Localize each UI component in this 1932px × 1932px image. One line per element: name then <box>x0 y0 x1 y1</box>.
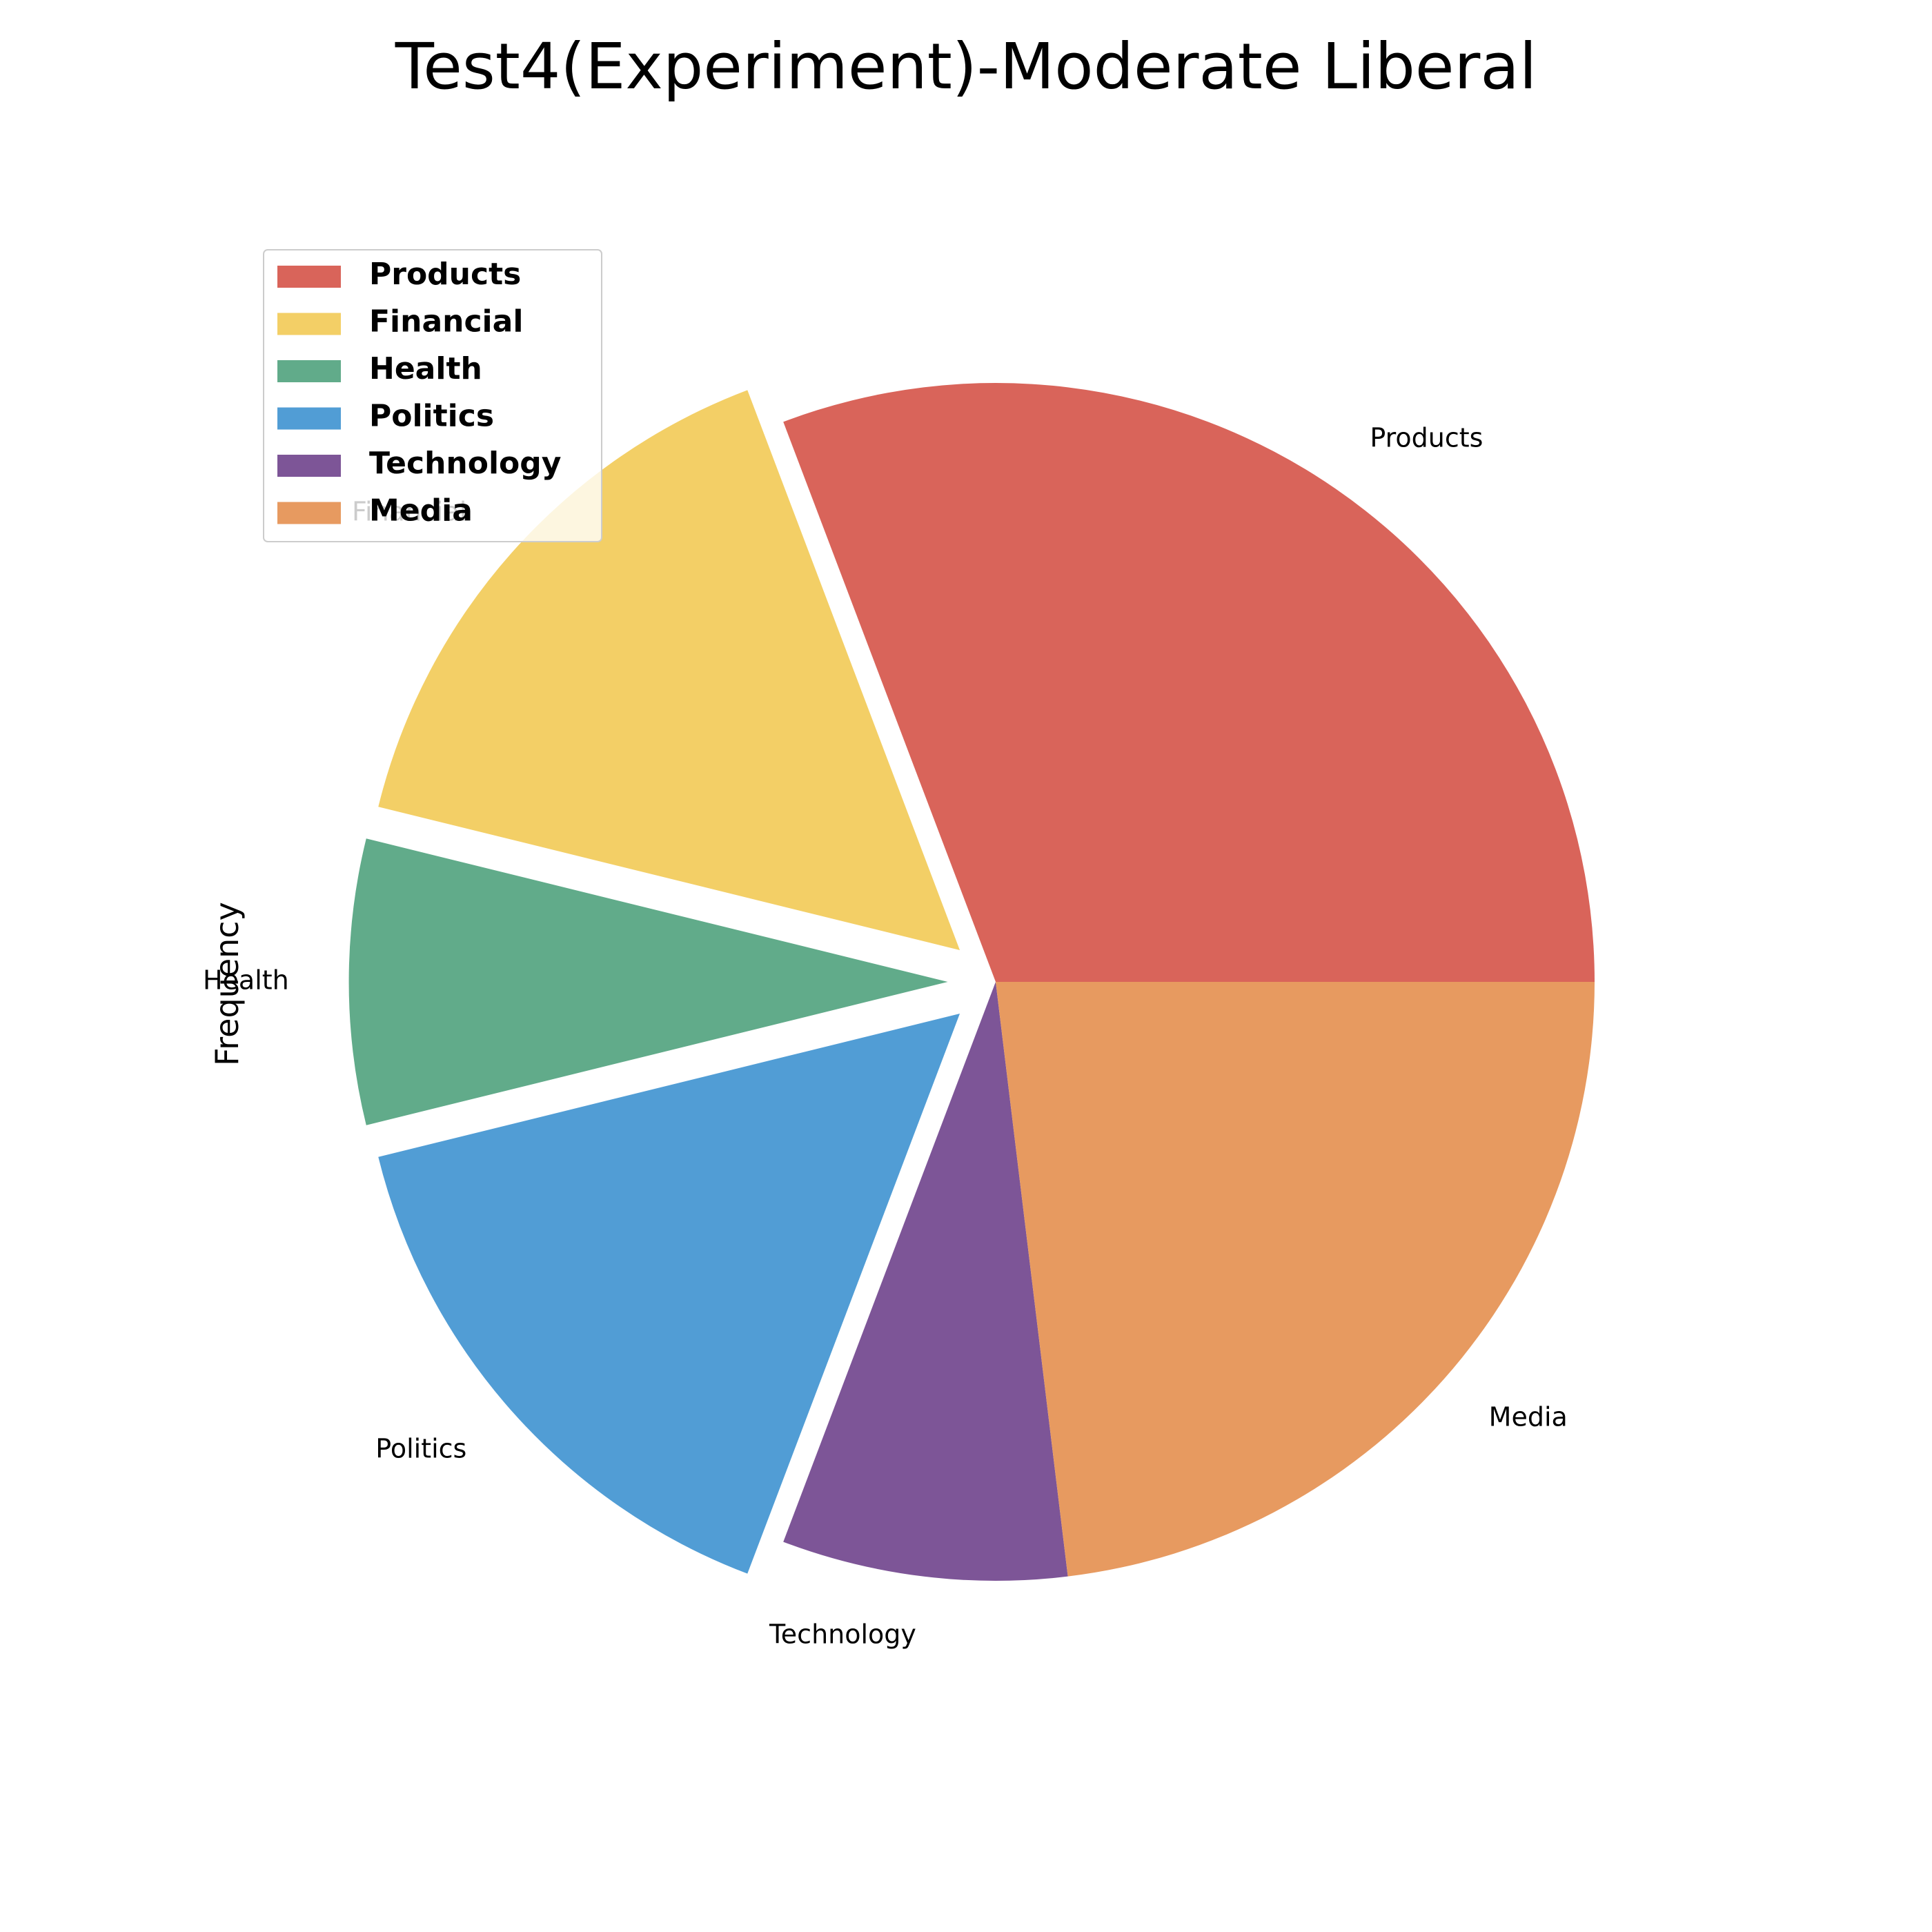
legend-swatch-health <box>277 360 341 382</box>
legend-label-media: Media <box>369 493 473 529</box>
legend-frame <box>263 249 602 542</box>
pie-slice-health <box>348 838 948 1125</box>
legend-label-technology: Technology <box>369 446 561 481</box>
pie-slice-technology <box>783 982 1068 1581</box>
legend-swatch-technology <box>277 455 341 477</box>
legend: Products Financial Health Politics Technolog… <box>263 249 602 542</box>
legend-swatch-products <box>277 266 341 288</box>
pie-slice-products <box>783 383 1595 982</box>
legend-swatch-media <box>277 502 341 524</box>
legend-label-politics: Politics <box>369 399 494 434</box>
legend-swatch-financial <box>277 313 341 335</box>
legend-label-products: Products <box>369 257 521 292</box>
slice-label-products: Products <box>1370 423 1483 453</box>
slice-label-media: Media <box>1489 1402 1568 1432</box>
legend-swatch-politics <box>277 407 341 430</box>
slice-label-health: Health <box>203 965 289 996</box>
pie-slice-politics <box>378 1014 960 1574</box>
legend-label-financial: Financial <box>369 304 523 339</box>
pie-slice-media <box>996 982 1595 1577</box>
pie-slice-financial <box>378 390 960 950</box>
chart-title: Test4(Experiment)-Moderate Liberal <box>395 30 1537 103</box>
slice-label-politics: Politics <box>375 1434 466 1464</box>
legend-label-health: Health <box>369 351 482 386</box>
pie-slices <box>348 383 1595 1581</box>
y-axis-label: Frequency <box>208 902 246 1066</box>
slice-label-technology: Technology <box>769 1619 916 1649</box>
